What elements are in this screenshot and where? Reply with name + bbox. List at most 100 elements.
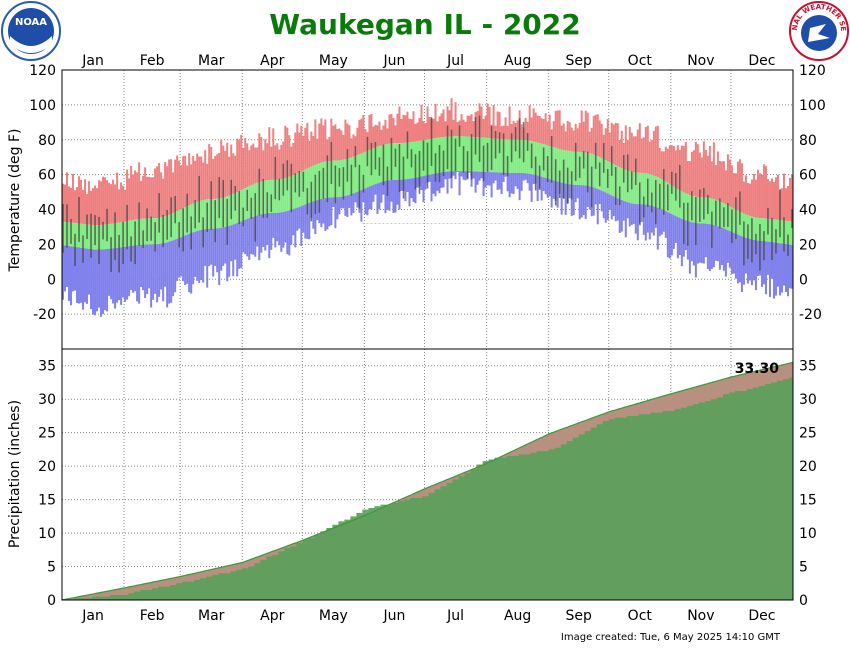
observed-temperature-bar <box>526 133 529 151</box>
observed-temperature-bar <box>410 149 413 168</box>
observed-temperature-bar <box>342 167 345 200</box>
record-low-bar <box>540 176 543 201</box>
record-low-bar <box>490 172 493 198</box>
record-low-bar <box>670 214 673 256</box>
observed-temperature-bar <box>418 150 421 194</box>
record-high-bar <box>358 119 361 155</box>
record-low-bar <box>70 246 73 306</box>
observed-temperature-bar <box>791 209 793 229</box>
record-low-bar <box>398 179 401 210</box>
normal-band-bar <box>776 219 779 243</box>
record-high-bar <box>734 173 737 210</box>
record-low-bar <box>86 248 89 304</box>
record-high-bar <box>376 125 379 147</box>
normal-band-bar <box>660 179 663 210</box>
normal-band-bar <box>544 144 547 178</box>
normal-band-bar <box>556 148 559 182</box>
normal-band-bar <box>304 169 307 205</box>
record-high-bar <box>448 110 451 137</box>
record-low-bar <box>728 231 731 268</box>
observed-temperature-bar <box>638 182 641 224</box>
record-high-bar <box>258 133 261 183</box>
normal-band-bar <box>484 137 487 172</box>
observed-temperature-bar <box>703 188 705 220</box>
record-high-bar <box>504 117 507 140</box>
record-high-bar <box>298 132 301 173</box>
record-low-bar <box>330 197 333 226</box>
record-high-bar <box>280 144 283 180</box>
record-low-bar <box>314 200 317 235</box>
normal-band-bar <box>244 188 247 220</box>
normal-band-bar <box>634 172 637 204</box>
observed-temperature-bar <box>462 146 465 173</box>
record-low-bar <box>134 245 137 292</box>
observed-temperature-bar <box>414 154 417 190</box>
normal-band-bar <box>180 209 183 238</box>
normal-band-bar <box>68 222 71 247</box>
record-high-bar <box>558 110 561 149</box>
record-low-bar <box>130 245 133 290</box>
record-low-bar <box>90 249 93 310</box>
record-low-bar <box>496 172 499 190</box>
record-low-bar <box>316 200 319 221</box>
observed-temperature-bar <box>90 213 92 258</box>
normal-band-bar <box>372 148 375 185</box>
record-high-bar <box>488 106 491 139</box>
record-low-bar <box>282 211 285 248</box>
normal-band-bar <box>336 160 339 198</box>
record-low-bar <box>98 249 101 308</box>
normal-band-bar <box>164 216 167 243</box>
record-high-bar <box>772 182 775 220</box>
observed-temperature-bar <box>735 197 737 240</box>
record-high-bar <box>564 131 567 151</box>
record-high-bar <box>570 127 573 152</box>
normal-band-bar <box>566 150 569 184</box>
record-low-bar <box>628 202 631 227</box>
record-low-bar <box>580 185 583 218</box>
record-low-bar <box>276 212 279 242</box>
record-high-bar <box>776 174 779 220</box>
record-high-bar <box>154 168 157 219</box>
record-high-bar <box>526 121 529 141</box>
record-low-bar <box>148 244 151 289</box>
record-low-bar <box>476 171 479 185</box>
normal-band-bar <box>312 165 315 202</box>
record-high-bar <box>532 108 535 142</box>
normal-band-bar <box>468 136 471 172</box>
record-high-bar <box>758 173 761 219</box>
observed-temperature-bar <box>767 208 769 235</box>
record-low-bar <box>680 218 683 267</box>
observed-temperature-bar <box>514 127 517 152</box>
record-low-bar <box>406 179 409 193</box>
record-high-bar <box>148 176 151 219</box>
record-high-bar <box>172 172 175 214</box>
record-high-bar <box>84 179 87 225</box>
observed-temperature-bar <box>510 133 513 163</box>
record-high-bar <box>628 126 631 172</box>
record-high-bar <box>746 183 749 216</box>
month-label-top: Oct <box>628 53 653 69</box>
normal-band-bar <box>240 190 243 222</box>
record-high-bar <box>612 124 615 165</box>
record-low-bar <box>698 223 701 263</box>
record-low-bar <box>738 235 741 283</box>
record-low-bar <box>380 182 383 203</box>
record-low-bar <box>702 223 705 264</box>
record-low-bar <box>122 247 125 298</box>
normal-band-bar <box>728 206 731 232</box>
observed-temperature-bar <box>450 129 453 179</box>
record-high-bar <box>222 145 225 198</box>
record-low-bar <box>644 204 647 241</box>
record-low-bar <box>650 205 653 233</box>
temperature-tick-label-right: 40 <box>799 203 817 219</box>
record-high-bar <box>578 122 581 152</box>
record-high-bar <box>600 123 603 158</box>
observed-temperature-bar <box>294 173 297 193</box>
normal-band-bar <box>584 152 587 186</box>
observed-temperature-bar <box>202 217 204 248</box>
record-low-bar <box>578 185 581 220</box>
record-low-bar <box>412 178 415 202</box>
observed-temperature-bar <box>570 171 573 200</box>
record-high-bar <box>124 189 127 222</box>
